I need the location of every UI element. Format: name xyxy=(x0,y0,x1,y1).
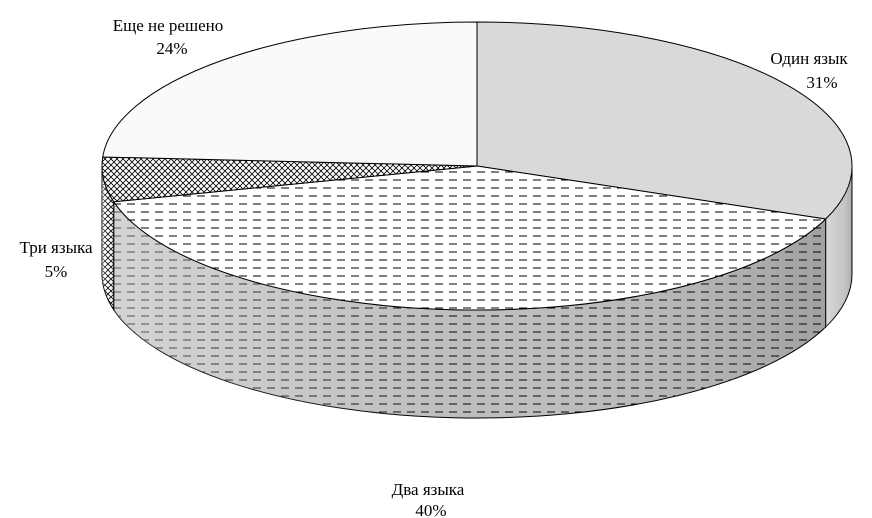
label-two-languages: Два языка xyxy=(392,480,465,499)
label-undecided: Еще не решено xyxy=(113,16,223,35)
pie-slice-one-language xyxy=(476,21,853,220)
pct-one-language: 31% xyxy=(806,73,837,92)
pct-three-languages: 5% xyxy=(45,262,68,281)
pie-slice-two-languages xyxy=(113,165,827,311)
label-three-languages: Три языка xyxy=(19,238,93,257)
label-one-language: Один язык xyxy=(770,49,848,68)
pie-side-shade-two-languages xyxy=(113,201,826,419)
pie-side-shade-one-language xyxy=(825,166,852,328)
pie-slices xyxy=(101,21,853,311)
pie-side-shade-three-languages xyxy=(102,166,114,310)
pct-undecided: 24% xyxy=(156,39,187,58)
pct-two-languages: 40% xyxy=(415,501,446,518)
pie-slice-undecided xyxy=(102,21,478,167)
